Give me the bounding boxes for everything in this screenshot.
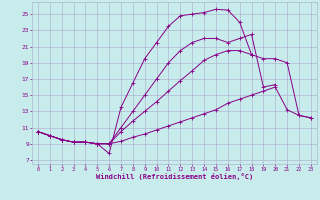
X-axis label: Windchill (Refroidissement éolien,°C): Windchill (Refroidissement éolien,°C) bbox=[96, 173, 253, 180]
